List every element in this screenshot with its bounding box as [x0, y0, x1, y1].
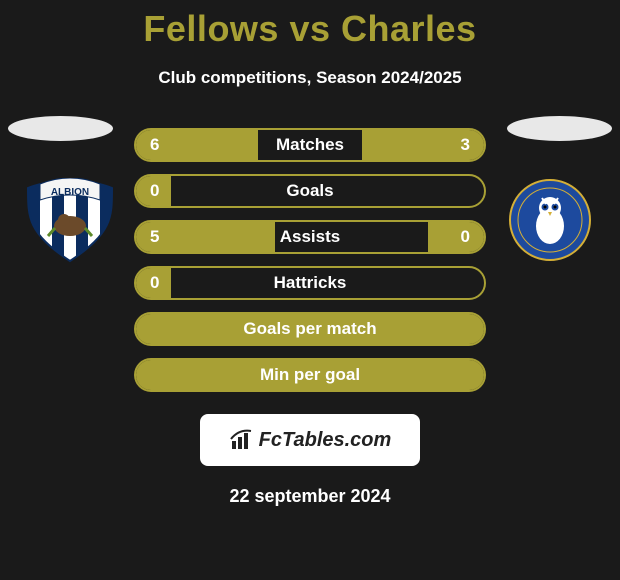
fctables-text: FcTables.com — [259, 429, 392, 452]
stat-label: Goals per match — [136, 319, 484, 339]
club-crest-right — [500, 178, 600, 263]
stat-label: Goals — [136, 181, 484, 201]
svg-text:ALBION: ALBION — [51, 187, 89, 198]
club-crest-left: ALBION — [20, 178, 120, 263]
fctables-badge[interactable]: FcTables.com — [200, 414, 420, 466]
stat-row: Goals per match — [134, 312, 486, 346]
stat-label: Matches — [136, 135, 484, 155]
date-text: 22 september 2024 — [0, 486, 620, 507]
stat-rows: 63Matches 0Goals 50Assists 0Hattricks Goals … — [134, 128, 486, 392]
comparison-panel: ALBION 63Matches 0Goals 50Assists 0Hattrick… — [0, 128, 620, 507]
fctables-icon — [229, 427, 255, 453]
stat-label: Hattricks — [136, 273, 484, 293]
subtitle: Club competitions, Season 2024/2025 — [0, 68, 620, 88]
stat-row: 0Goals — [134, 174, 486, 208]
player-oval-right — [507, 116, 612, 141]
stat-row: 63Matches — [134, 128, 486, 162]
page-title: Fellows vs Charles — [0, 0, 620, 50]
stat-row: 50Assists — [134, 220, 486, 254]
stat-label: Assists — [136, 227, 484, 247]
stat-row: Min per goal — [134, 358, 486, 392]
stat-row: 0Hattricks — [134, 266, 486, 300]
player-oval-left — [8, 116, 113, 141]
stat-label: Min per goal — [136, 365, 484, 385]
